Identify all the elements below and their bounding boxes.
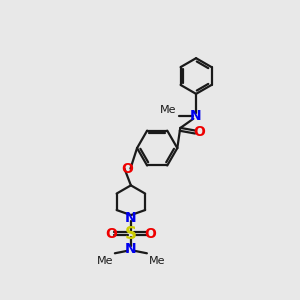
Text: O: O xyxy=(122,162,134,176)
Text: Me: Me xyxy=(97,256,113,266)
Text: N: N xyxy=(125,211,137,225)
Text: N: N xyxy=(125,242,137,256)
Text: O: O xyxy=(144,227,156,241)
Text: O: O xyxy=(193,125,205,139)
Text: Me: Me xyxy=(149,256,165,266)
Text: S: S xyxy=(125,225,137,243)
Text: Me: Me xyxy=(160,105,177,115)
Text: O: O xyxy=(106,227,117,241)
Text: N: N xyxy=(190,109,202,123)
